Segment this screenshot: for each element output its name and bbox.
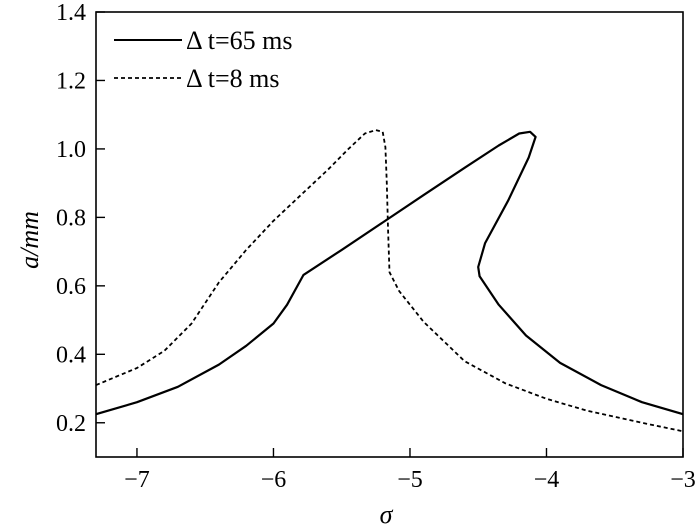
y-tick-label: 0.8 xyxy=(56,205,86,231)
legend: Δ t=65 ms Δ t=8 ms xyxy=(114,26,293,93)
series-line-8ms xyxy=(96,129,683,433)
axes: −7 −6 −5 −4 −3 0.2 0.4 0.6 0.8 1.0 1.2 1.4 xyxy=(56,0,696,493)
legend-label-8ms: Δ t=8 ms xyxy=(186,64,280,93)
x-tick-label: −4 xyxy=(534,467,560,493)
y-axis-title: a/mm xyxy=(15,211,44,269)
x-tick-label: −7 xyxy=(124,467,150,493)
y-tick-label: 0.6 xyxy=(56,274,86,300)
y-tick-label: 0.2 xyxy=(56,411,86,437)
plot-frame xyxy=(95,11,684,458)
y-tick-label: 1.2 xyxy=(56,68,86,94)
x-axis-title: σ xyxy=(380,500,394,526)
x-tick-label: −6 xyxy=(261,467,287,493)
series-line-65ms xyxy=(96,130,683,416)
x-tick-label: −5 xyxy=(397,467,423,493)
legend-label-65ms: Δ t=65 ms xyxy=(186,26,293,55)
x-tick-label: −3 xyxy=(670,467,696,493)
y-tick-label: 1.4 xyxy=(56,0,86,26)
plot-area xyxy=(96,129,683,433)
y-tick-label: 1.0 xyxy=(56,137,86,163)
y-tick-label: 0.4 xyxy=(56,342,86,368)
